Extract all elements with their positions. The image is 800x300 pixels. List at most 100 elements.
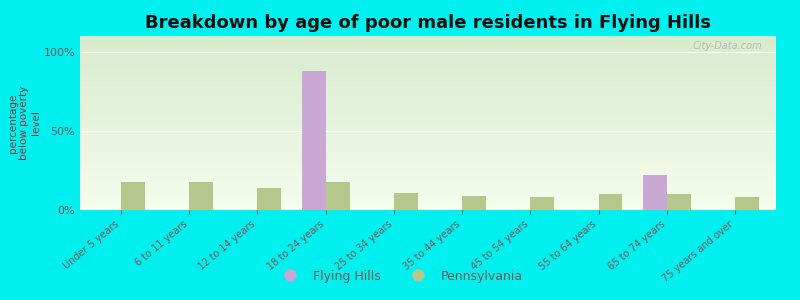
Bar bbox=[80, 205, 776, 206]
Bar bbox=[80, 158, 776, 160]
Bar bbox=[80, 161, 776, 163]
Bar bbox=[80, 198, 776, 200]
Bar bbox=[80, 62, 776, 64]
Bar bbox=[80, 53, 776, 55]
Bar bbox=[80, 99, 776, 100]
Bar bbox=[80, 41, 776, 43]
Bar bbox=[80, 139, 776, 140]
Bar bbox=[80, 74, 776, 76]
Bar bbox=[80, 128, 776, 130]
Bar bbox=[189, 182, 213, 210]
Title: Breakdown by age of poor male residents in Flying Hills: Breakdown by age of poor male residents … bbox=[145, 14, 711, 32]
Bar bbox=[80, 92, 776, 93]
Bar bbox=[80, 100, 776, 102]
Bar bbox=[80, 45, 776, 46]
Bar bbox=[80, 149, 776, 151]
Bar bbox=[80, 156, 776, 158]
Bar bbox=[80, 93, 776, 95]
Bar bbox=[394, 193, 418, 210]
Bar bbox=[80, 172, 776, 173]
Bar bbox=[80, 135, 776, 137]
Y-axis label: percentage
below poverty
level: percentage below poverty level bbox=[7, 86, 41, 160]
Bar bbox=[80, 60, 776, 62]
Bar bbox=[80, 81, 776, 83]
Bar bbox=[258, 188, 282, 210]
Bar bbox=[80, 208, 776, 210]
Bar bbox=[80, 116, 776, 118]
Bar bbox=[80, 177, 776, 179]
Bar bbox=[80, 104, 776, 106]
Bar bbox=[80, 85, 776, 86]
Bar bbox=[80, 146, 776, 147]
Bar bbox=[80, 196, 776, 198]
Bar bbox=[80, 52, 776, 53]
Bar bbox=[80, 147, 776, 149]
Bar bbox=[80, 50, 776, 52]
Bar bbox=[80, 194, 776, 196]
Bar bbox=[80, 106, 776, 107]
Bar bbox=[80, 151, 776, 153]
Bar bbox=[80, 170, 776, 172]
Bar bbox=[80, 71, 776, 73]
Bar bbox=[80, 127, 776, 128]
Bar bbox=[80, 168, 776, 170]
Bar bbox=[80, 46, 776, 48]
Bar bbox=[80, 36, 776, 38]
Bar bbox=[667, 194, 690, 210]
Bar bbox=[735, 197, 759, 210]
Bar bbox=[80, 55, 776, 57]
Bar bbox=[80, 175, 776, 177]
Bar bbox=[80, 66, 776, 67]
Bar bbox=[80, 189, 776, 191]
Bar bbox=[80, 58, 776, 60]
Bar bbox=[643, 175, 667, 210]
Bar bbox=[80, 142, 776, 144]
Bar bbox=[80, 64, 776, 66]
Bar bbox=[80, 88, 776, 90]
Bar bbox=[80, 184, 776, 186]
Bar bbox=[326, 182, 350, 210]
Bar bbox=[80, 203, 776, 205]
Bar bbox=[80, 38, 776, 40]
Bar bbox=[80, 80, 776, 81]
Bar bbox=[80, 200, 776, 201]
Bar bbox=[80, 180, 776, 182]
Bar bbox=[80, 67, 776, 69]
Bar bbox=[121, 182, 145, 210]
Bar bbox=[80, 206, 776, 208]
Legend: Flying Hills, Pennsylvania: Flying Hills, Pennsylvania bbox=[273, 265, 527, 288]
Bar bbox=[80, 40, 776, 41]
Bar bbox=[462, 196, 486, 210]
Bar bbox=[80, 144, 776, 146]
Bar bbox=[80, 188, 776, 189]
Bar bbox=[80, 137, 776, 139]
Bar bbox=[80, 76, 776, 78]
Bar bbox=[80, 57, 776, 58]
Bar bbox=[80, 102, 776, 104]
Bar bbox=[80, 43, 776, 45]
Bar bbox=[530, 197, 554, 210]
Bar bbox=[80, 86, 776, 88]
Bar bbox=[80, 73, 776, 74]
Bar bbox=[80, 186, 776, 188]
Bar bbox=[80, 111, 776, 112]
Bar bbox=[80, 95, 776, 97]
Bar bbox=[80, 69, 776, 71]
Bar bbox=[80, 153, 776, 154]
Bar bbox=[80, 121, 776, 123]
Bar bbox=[302, 71, 326, 210]
Bar bbox=[80, 167, 776, 168]
Bar bbox=[80, 48, 776, 50]
Bar bbox=[80, 97, 776, 99]
Bar bbox=[80, 107, 776, 109]
Bar bbox=[80, 173, 776, 175]
Bar bbox=[80, 179, 776, 180]
Bar bbox=[80, 191, 776, 193]
Bar bbox=[80, 118, 776, 119]
Bar bbox=[80, 78, 776, 80]
Bar bbox=[80, 201, 776, 203]
Bar bbox=[80, 109, 776, 111]
Bar bbox=[80, 132, 776, 134]
Bar bbox=[598, 194, 622, 210]
Text: City-Data.com: City-Data.com bbox=[693, 41, 762, 51]
